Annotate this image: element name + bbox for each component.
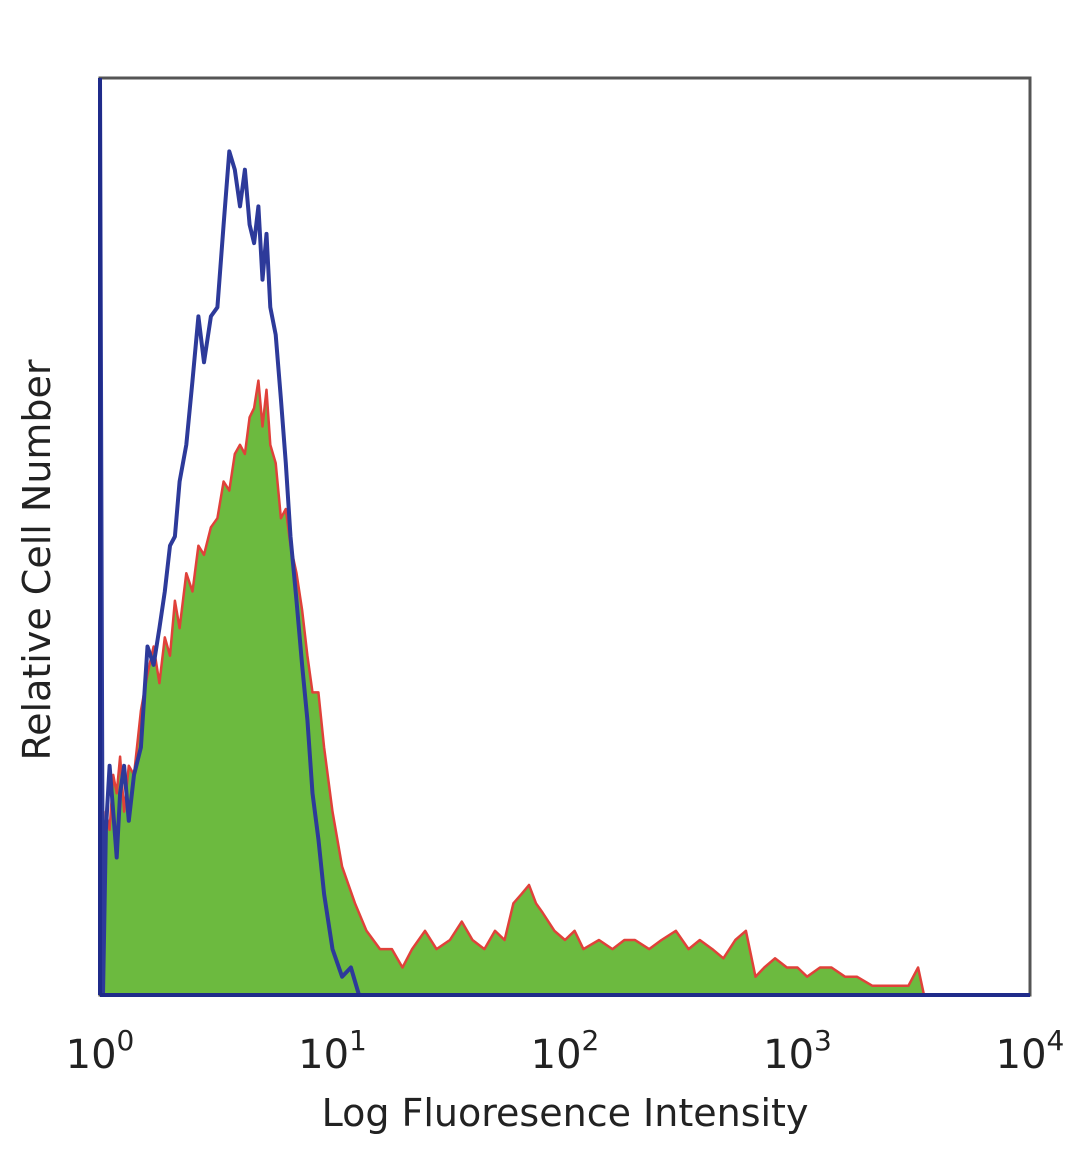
x-tick-base: 10 xyxy=(298,1032,349,1078)
series-0-line xyxy=(98,77,1030,997)
x-tick-exponent: 3 xyxy=(814,1024,832,1057)
series-layer xyxy=(98,77,1030,997)
x-tick-label-4: 104 xyxy=(996,1024,1065,1078)
y-axis-label: Relative Cell Number xyxy=(15,359,59,760)
x-tick-base: 10 xyxy=(531,1032,582,1078)
x-tick-exponent: 4 xyxy=(1047,1024,1065,1057)
x-tick-labels: 100 101 102 103 104 xyxy=(66,1024,1065,1078)
x-tick-exponent: 2 xyxy=(582,1024,600,1057)
x-tick-base: 10 xyxy=(996,1032,1047,1078)
x-tick-base: 10 xyxy=(763,1032,814,1078)
x-tick-exponent: 1 xyxy=(349,1024,367,1057)
series-0-fill xyxy=(100,78,1030,995)
x-tick-exponent: 0 xyxy=(117,1024,135,1057)
x-tick-label-3: 103 xyxy=(763,1024,832,1078)
x-tick-label-0: 100 xyxy=(66,1024,135,1078)
x-axis-label: Log Fluoresence Intensity xyxy=(322,1091,809,1135)
series-1-line xyxy=(98,77,1030,997)
x-tick-label-2: 102 xyxy=(531,1024,600,1078)
x-tick-base: 10 xyxy=(66,1032,117,1078)
x-tick-label-1: 101 xyxy=(298,1024,367,1078)
